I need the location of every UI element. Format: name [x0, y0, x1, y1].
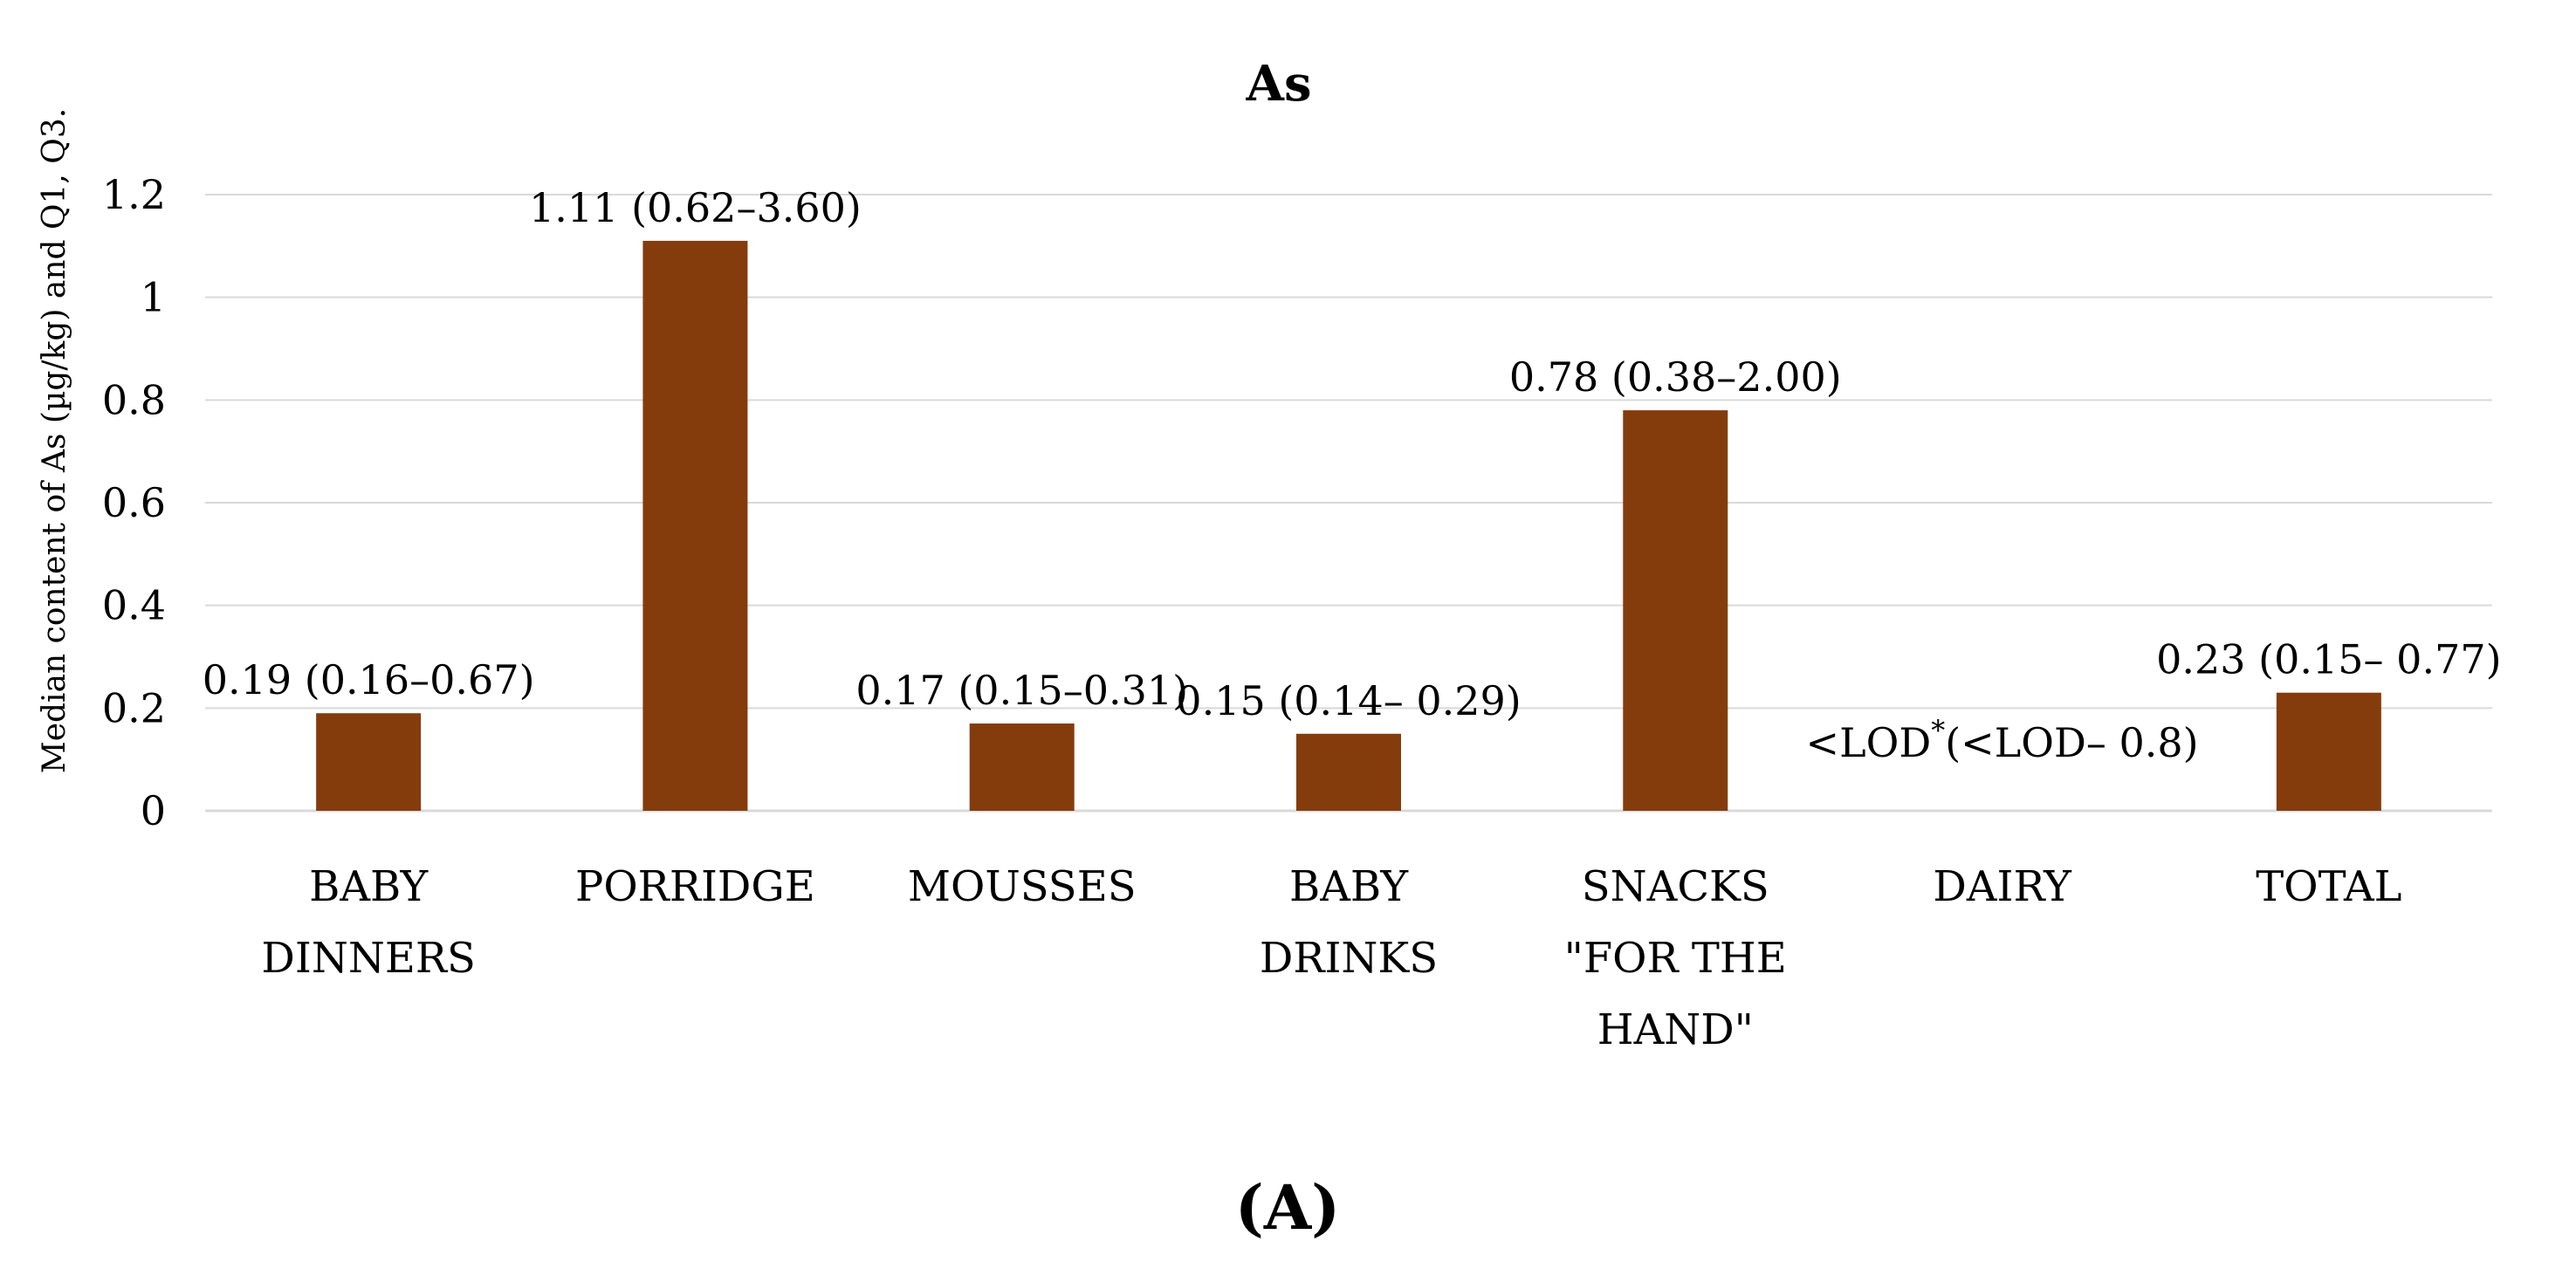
x-category-label: TOTAL	[2256, 862, 2401, 911]
bar	[642, 240, 748, 811]
data-label-marker: *	[1931, 714, 1945, 747]
x-category-label: "FOR THE	[1564, 934, 1787, 983]
x-category-label: BABY	[1289, 862, 1409, 911]
y-axis-label: Median content of As (µg/kg) and Q1, Q3.	[37, 108, 72, 773]
bar	[1623, 410, 1728, 811]
data-label-main: <LOD	[1806, 719, 1932, 766]
x-category-label: DRINKS	[1260, 934, 1438, 983]
y-tick-labels: 0 0.2 0.4 0.6 0.8 1 1.2	[102, 171, 166, 834]
x-category-label: MOUSSES	[908, 862, 1137, 911]
category-labels: BABY DINNERS PORRIDGE MOUSSES BABY DRINKS SNAC…	[261, 862, 2401, 1054]
data-label: 0.15 (0.14– 0.29)	[1176, 677, 1521, 724]
data-label: 0.78 (0.38–2.00)	[1509, 353, 1842, 401]
bar	[316, 713, 422, 811]
y-tick-label: 1.2	[102, 171, 166, 218]
data-label: 0.19 (0.16–0.67)	[203, 656, 535, 703]
y-tick-label: 0.4	[102, 582, 166, 629]
y-tick-label: 0.2	[102, 684, 166, 731]
data-label-range: (<LOD– 0.8)	[1945, 719, 2198, 766]
y-tick-label: 0.6	[102, 479, 166, 526]
data-label: 0.17 (0.15–0.31)	[855, 667, 1188, 714]
x-category-label: DINNERS	[261, 934, 476, 983]
y-tick-label: 0	[141, 787, 166, 834]
bar	[1296, 733, 1401, 811]
bar	[969, 723, 1075, 811]
data-labels: 0.19 (0.16–0.67) 1.11 (0.62–3.60) 0.17 (0.…	[203, 184, 2502, 766]
x-category-label: BABY	[309, 862, 429, 911]
x-category-label: DAIRY	[1933, 862, 2072, 911]
chart-title: As	[1246, 55, 1312, 113]
y-tick-label: 1	[141, 274, 166, 321]
data-label: 1.11 (0.62–3.60)	[529, 184, 862, 231]
bar	[2276, 692, 2381, 811]
gridlines	[205, 194, 2492, 813]
bars	[316, 240, 2381, 811]
panel-label: (A)	[1235, 1171, 1341, 1244]
x-category-label: PORRIDGE	[575, 862, 815, 911]
y-tick-label: 0.8	[102, 376, 166, 423]
x-category-label: SNACKS	[1582, 862, 1769, 911]
data-label: 0.23 (0.15– 0.77)	[2156, 636, 2501, 683]
x-category-label: HAND"	[1597, 1005, 1754, 1054]
data-label: <LOD*(<LOD– 0.8)	[1806, 714, 2199, 766]
